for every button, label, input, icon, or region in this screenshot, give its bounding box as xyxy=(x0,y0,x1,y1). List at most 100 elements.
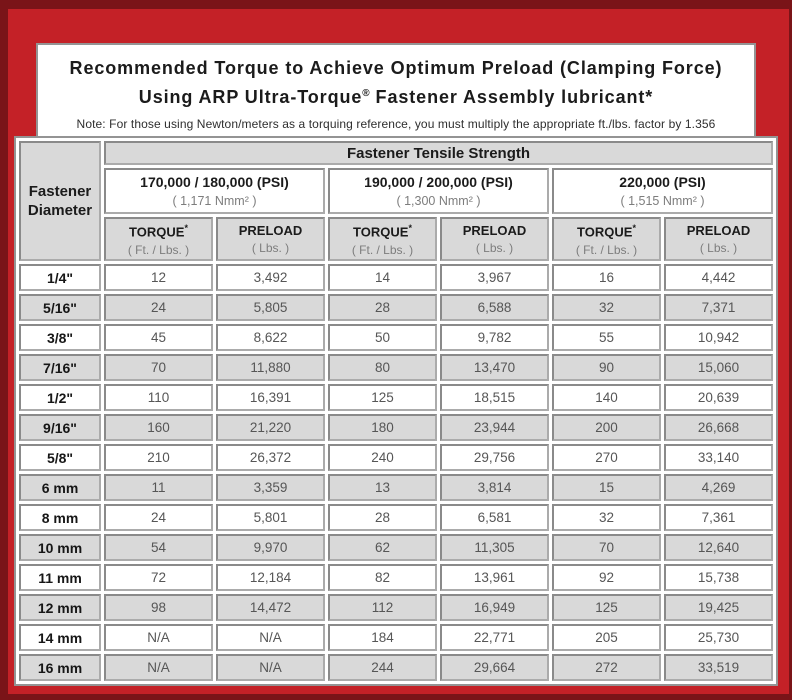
value-cell: 23,944 xyxy=(440,414,549,441)
table-row: 1/2" 110 16,391 125 18,515 140 20,639 xyxy=(19,384,773,411)
psi-header-row: 170,000 / 180,000 (PSI) ( 1,171 Nmm² ) 1… xyxy=(19,168,773,214)
diameter-cell: 5/16" xyxy=(19,294,101,321)
value-cell: 125 xyxy=(328,384,437,411)
diameter-cell: 8 mm xyxy=(19,504,101,531)
nmm-label-1: ( 1,171 Nmm² ) xyxy=(172,194,257,208)
table-row: 10 mm 54 9,970 62 11,305 70 12,640 xyxy=(19,534,773,561)
psi-group-2: 190,000 / 200,000 (PSI) ( 1,300 Nmm² ) xyxy=(328,168,549,214)
diameter-cell: 11 mm xyxy=(19,564,101,591)
diameter-cell: 3/8" xyxy=(19,324,101,351)
value-cell: 70 xyxy=(104,354,213,381)
diameter-cell: 5/8" xyxy=(19,444,101,471)
value-cell: 4,269 xyxy=(664,474,773,501)
value-cell: 11,880 xyxy=(216,354,325,381)
corner-label-line1: Fastener xyxy=(28,183,92,200)
value-cell: 12,640 xyxy=(664,534,773,561)
psi-label-1: 170,000 / 180,000 (PSI) xyxy=(140,174,289,190)
value-cell: 14 xyxy=(328,264,437,291)
value-cell: 26,668 xyxy=(664,414,773,441)
preload-units: ( Lbs. ) xyxy=(475,241,514,255)
diameter-cell: 6 mm xyxy=(19,474,101,501)
tensile-strength-header: Fastener Tensile Strength xyxy=(104,141,773,165)
value-cell: 15,738 xyxy=(664,564,773,591)
preload-units: ( Lbs. ) xyxy=(699,241,738,255)
value-cell: 8,622 xyxy=(216,324,325,351)
value-cell: 10,942 xyxy=(664,324,773,351)
value-cell: 210 xyxy=(104,444,213,471)
value-cell: 6,581 xyxy=(440,504,549,531)
value-cell: 110 xyxy=(104,384,213,411)
psi-label-2: 190,000 / 200,000 (PSI) xyxy=(364,174,513,190)
preload-label: PRELOAD xyxy=(238,223,303,238)
value-cell: 16 xyxy=(552,264,661,291)
value-cell: 45 xyxy=(104,324,213,351)
value-cell: 11 xyxy=(104,474,213,501)
value-cell: 112 xyxy=(328,594,437,621)
table-row: 11 mm 72 12,184 82 13,961 92 15,738 xyxy=(19,564,773,591)
value-cell: 7,361 xyxy=(664,504,773,531)
value-cell: 200 xyxy=(552,414,661,441)
value-cell: 244 xyxy=(328,654,437,681)
diameter-cell: 16 mm xyxy=(19,654,101,681)
value-cell: 13,470 xyxy=(440,354,549,381)
nmm-label-3: ( 1,515 Nmm² ) xyxy=(620,194,705,208)
value-cell: N/A xyxy=(216,654,325,681)
value-cell: 18,515 xyxy=(440,384,549,411)
table-row: 16 mm N/A N/A 244 29,664 272 33,519 xyxy=(19,654,773,681)
corner-label-line2: Diameter xyxy=(27,202,93,219)
value-cell: 140 xyxy=(552,384,661,411)
value-cell: 28 xyxy=(328,504,437,531)
value-cell: 240 xyxy=(328,444,437,471)
torque-label: TORQUE xyxy=(353,224,409,240)
value-cell: 5,805 xyxy=(216,294,325,321)
value-cell: 20,639 xyxy=(664,384,773,411)
psi-group-1: 170,000 / 180,000 (PSI) ( 1,171 Nmm² ) xyxy=(104,168,325,214)
torque-header-1: TORQUE* ( Ft. / Lbs. ) xyxy=(104,217,213,261)
table-row: 8 mm 24 5,801 28 6,581 32 7,361 xyxy=(19,504,773,531)
value-cell: 54 xyxy=(104,534,213,561)
table-row: 5/8" 210 26,372 240 29,756 270 33,140 xyxy=(19,444,773,471)
title-text-1: Recommended Torque to Achieve Optimum Pr… xyxy=(69,58,723,78)
value-cell: 80 xyxy=(328,354,437,381)
table-row: 12 mm 98 14,472 112 16,949 125 19,425 xyxy=(19,594,773,621)
table-body: 1/4" 12 3,492 14 3,967 16 4,442 5/16" 24 5,805 28 6… xyxy=(19,264,773,681)
torque-label: TORQUE xyxy=(577,224,633,240)
preload-label: PRELOAD xyxy=(686,223,751,238)
value-cell: N/A xyxy=(104,654,213,681)
value-cell: 72 xyxy=(104,564,213,591)
value-cell: 29,756 xyxy=(440,444,549,471)
value-cell: 180 xyxy=(328,414,437,441)
value-cell: 32 xyxy=(552,504,661,531)
red-frame: Recommended Torque to Achieve Optimum Pr… xyxy=(8,9,789,694)
psi-label-3: 220,000 (PSI) xyxy=(619,174,706,190)
value-cell: 28 xyxy=(328,294,437,321)
value-cell: 16,949 xyxy=(440,594,549,621)
value-cell: 32 xyxy=(552,294,661,321)
fastener-diameter-header: Fastener Diameter xyxy=(19,141,101,261)
title-text-3: Fastener Assembly lubricant* xyxy=(369,87,654,107)
value-cell: 125 xyxy=(552,594,661,621)
table-row: 3/8" 45 8,622 50 9,782 55 10,942 xyxy=(19,324,773,351)
torque-header-3: TORQUE* ( Ft. / Lbs. ) xyxy=(552,217,661,261)
registered-mark: ® xyxy=(362,88,370,99)
value-cell: 26,372 xyxy=(216,444,325,471)
table-row: 7/16" 70 11,880 80 13,470 90 15,060 xyxy=(19,354,773,381)
torque-units: ( Ft. / Lbs. ) xyxy=(575,242,638,257)
table-row: 6 mm 11 3,359 13 3,814 15 4,269 xyxy=(19,474,773,501)
value-cell: 70 xyxy=(552,534,661,561)
value-cell: 14,472 xyxy=(216,594,325,621)
value-cell: N/A xyxy=(216,624,325,651)
preload-header-3: PRELOAD ( Lbs. ) xyxy=(664,217,773,261)
value-cell: 13 xyxy=(328,474,437,501)
torque-asterisk: * xyxy=(632,223,636,234)
value-cell: 3,967 xyxy=(440,264,549,291)
column-header-row: TORQUE* ( Ft. / Lbs. ) PRELOAD ( Lbs. ) … xyxy=(19,217,773,261)
value-cell: 205 xyxy=(552,624,661,651)
value-cell: 22,771 xyxy=(440,624,549,651)
value-cell: 7,371 xyxy=(664,294,773,321)
diameter-cell: 1/4" xyxy=(19,264,101,291)
torque-units: ( Ft. / Lbs. ) xyxy=(127,242,190,257)
value-cell: 5,801 xyxy=(216,504,325,531)
value-cell: 24 xyxy=(104,504,213,531)
